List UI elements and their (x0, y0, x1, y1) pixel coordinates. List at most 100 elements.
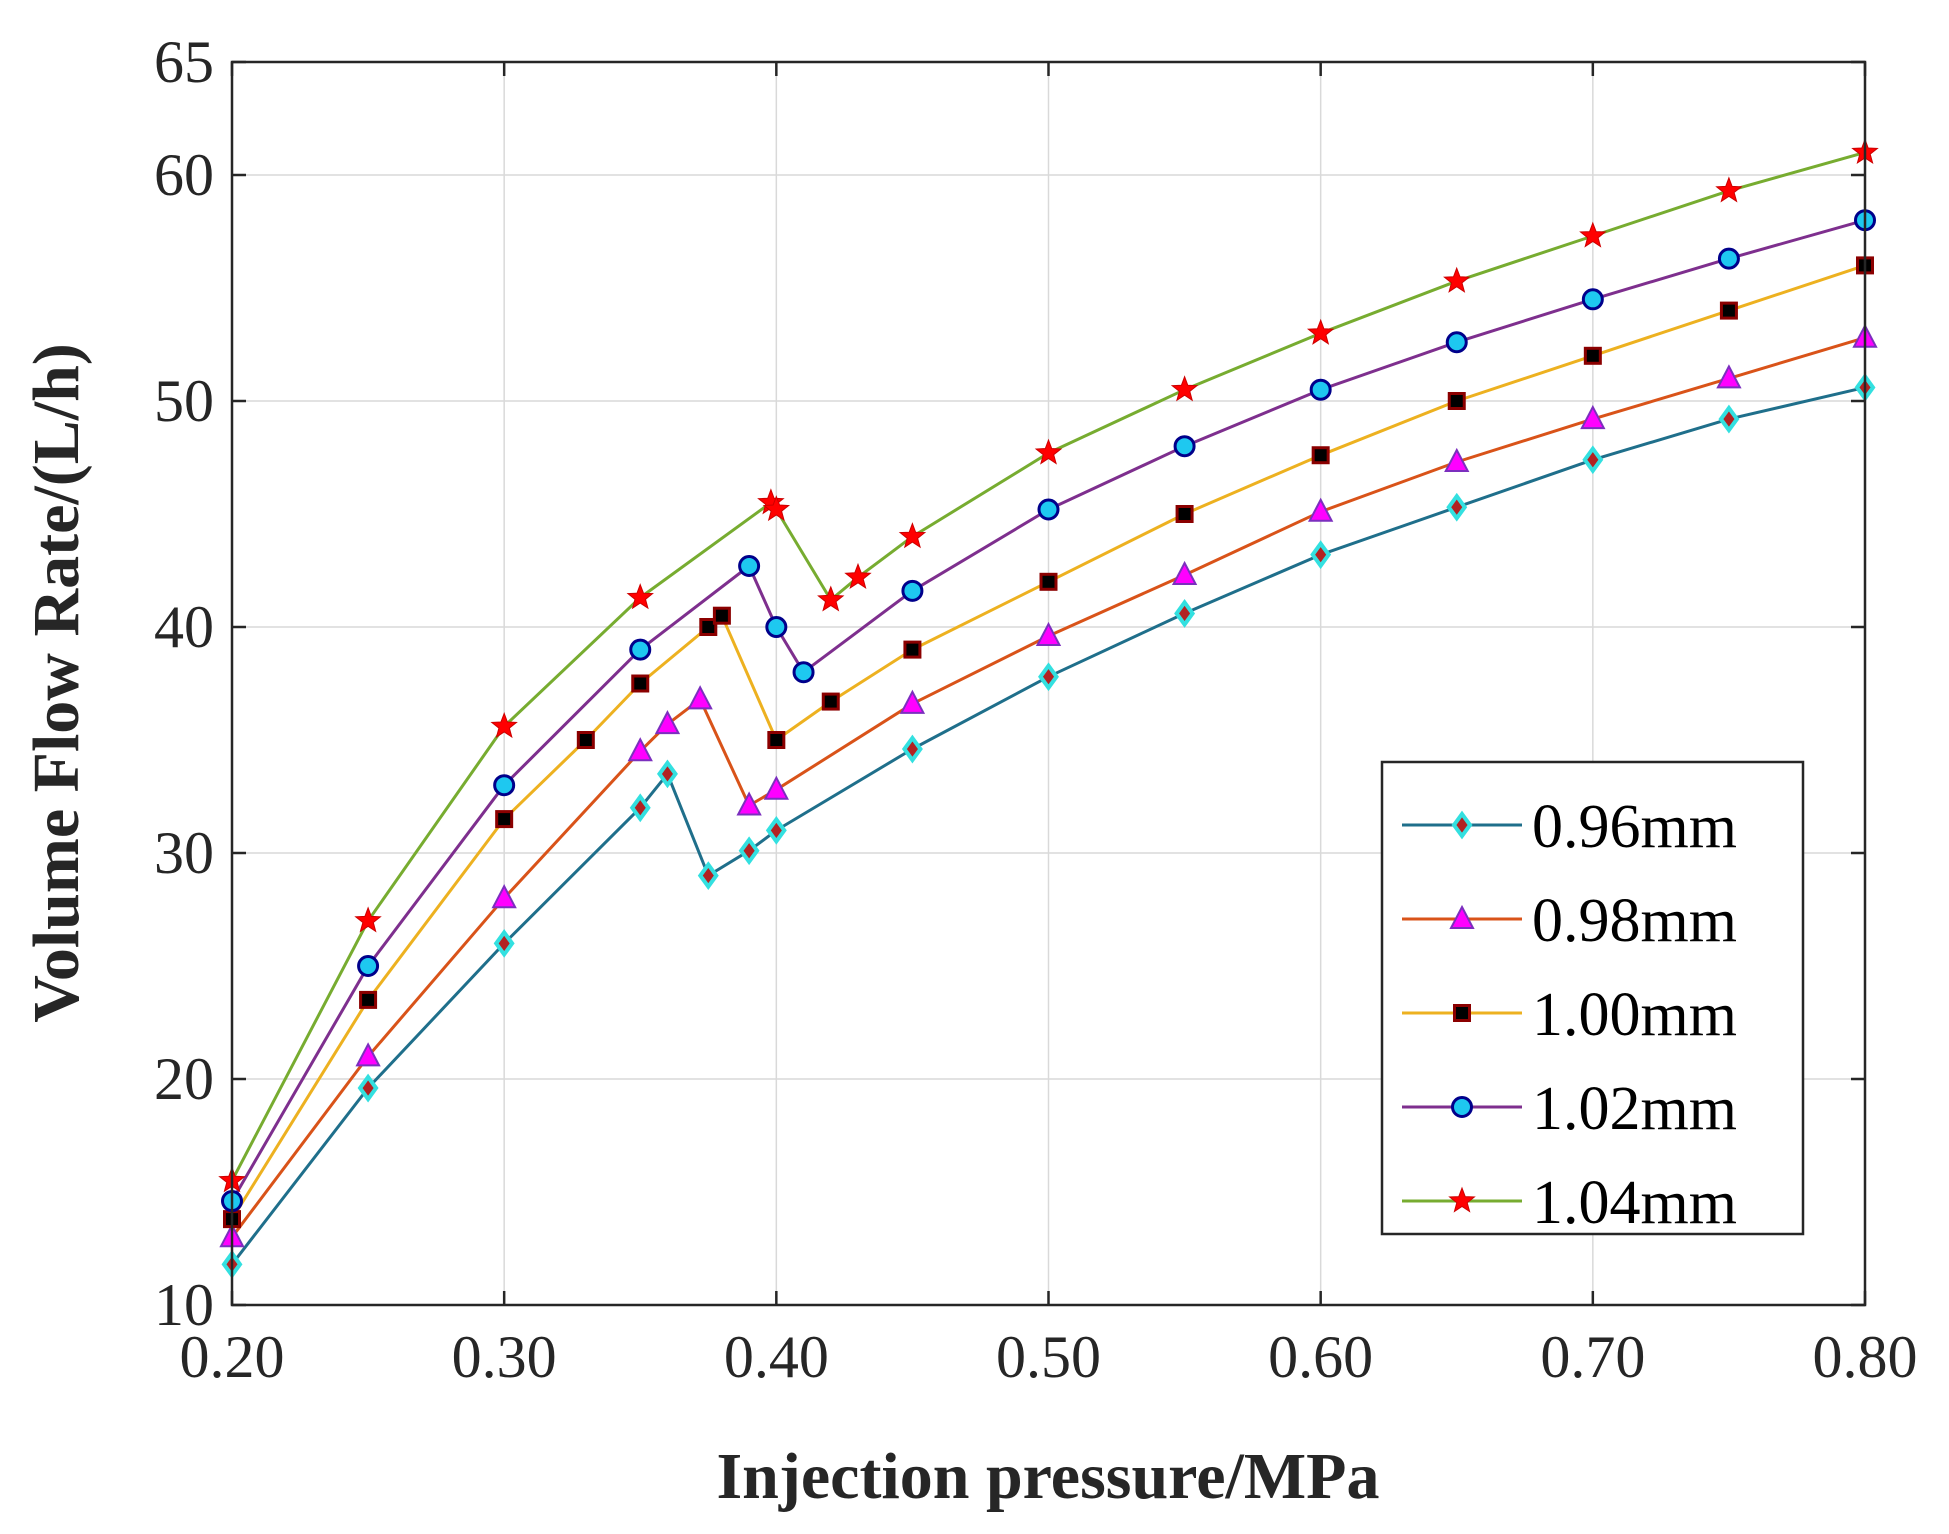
data-point-1.00mm (1583, 346, 1602, 365)
data-point-0.98mm (355, 1042, 381, 1067)
legend-entry-1.04mm: 1.04mm (1402, 1169, 1737, 1237)
data-point-1.02mm (765, 616, 788, 638)
data-point-0.96mm (1582, 445, 1604, 475)
legend-label: 0.98mm (1532, 887, 1737, 955)
y-tick-label: 10 (154, 1272, 214, 1338)
legend-entry-0.98mm: 0.98mm (1402, 887, 1737, 955)
series-layer (218, 137, 1879, 1279)
data-point-1.00mm (576, 731, 595, 749)
data-point-0.96mm (697, 861, 719, 891)
data-point-0.96mm (357, 1073, 379, 1103)
y-tick-label: 40 (154, 594, 214, 660)
data-point-0.98mm (491, 884, 517, 909)
legend-label: 0.96mm (1532, 793, 1737, 861)
y-tick-label: 50 (154, 368, 214, 434)
data-point-0.96mm (901, 734, 923, 764)
data-point-1.04mm (762, 495, 791, 522)
legend-label: 1.00mm (1532, 981, 1737, 1049)
legend-entry-1.00mm: 1.00mm (1402, 981, 1737, 1049)
data-point-1.02mm (738, 554, 761, 577)
y-tick-label: 60 (154, 142, 214, 208)
data-point-1.02mm (357, 955, 380, 977)
legend-box (1380, 760, 1805, 1236)
data-point-1.04mm (1170, 375, 1199, 402)
data-point-0.96mm (1310, 540, 1332, 570)
data-point-1.04mm (1306, 318, 1335, 345)
y-tick-label: 30 (154, 820, 214, 886)
legend: 0.96mm 0.98mm 1.00mm 1.02mm 1.04mm (1380, 760, 1805, 1237)
data-point-0.98mm (1444, 447, 1470, 473)
data-point-1.04mm (1715, 176, 1743, 203)
series-line-0.98mm (230, 336, 1866, 1239)
data-point-0.98mm (1716, 364, 1742, 389)
data-point-0.98mm (1035, 621, 1062, 647)
data-point-1.02mm (629, 638, 652, 661)
data-point-0.98mm (627, 737, 653, 762)
data-point-1.00mm (1719, 301, 1738, 320)
y-tick-label: 20 (154, 1046, 214, 1112)
data-point-1.04mm (490, 711, 518, 739)
data-point-1.04mm (1579, 221, 1607, 248)
series-0.96mm (221, 373, 1876, 1279)
data-point-1.00mm (821, 692, 840, 711)
legend-label: 1.02mm (1532, 1075, 1737, 1143)
data-point-1.02mm (792, 661, 815, 684)
data-point-1.02mm (493, 774, 516, 797)
legend-marker (1451, 1096, 1473, 1118)
x-tick-label: 0.70 (1540, 1324, 1645, 1390)
x-tick-label: 0.40 (724, 1324, 829, 1390)
data-point-1.04mm (844, 562, 872, 589)
x-tick-label: 0.60 (1268, 1324, 1373, 1390)
data-point-1.00mm (359, 990, 378, 1009)
data-point-0.98mm (763, 775, 789, 800)
data-point-0.96mm (738, 836, 760, 866)
data-point-0.96mm (1446, 492, 1468, 522)
data-point-0.98mm (899, 689, 926, 714)
data-point-1.02mm (1309, 378, 1332, 401)
x-tick-label: 0.80 (1813, 1324, 1918, 1390)
data-point-0.98mm (1308, 497, 1334, 522)
legend-marker (1449, 904, 1475, 929)
data-point-1.00mm (712, 606, 731, 625)
data-point-1.02mm (1445, 331, 1468, 354)
legend-marker (1448, 1186, 1476, 1213)
y-tick-label: 65 (154, 29, 214, 95)
data-point-1.02mm (1037, 498, 1060, 521)
data-point-1.00mm (1175, 505, 1194, 523)
legend-marker (1453, 1004, 1471, 1022)
legend-entry-1.02mm: 1.02mm (1402, 1075, 1737, 1143)
data-point-1.00mm (1447, 392, 1466, 410)
data-point-0.98mm (1171, 560, 1198, 586)
data-point-1.04mm (1443, 266, 1471, 293)
data-point-1.00mm (1311, 446, 1330, 465)
data-point-0.96mm (1718, 404, 1740, 434)
ticks: 0.20 0.30 0.40 0.50 0.60 0.70 0.80 10 20 30 40 50 60… (154, 29, 1918, 1390)
data-point-0.96mm (656, 759, 678, 789)
y-axis-title: Volume Flow Rate/(L/h) (20, 343, 93, 1023)
x-tick-label: 0.30 (452, 1324, 557, 1390)
data-point-0.98mm (736, 791, 762, 816)
data-point-1.00mm (495, 810, 514, 829)
data-point-0.96mm (629, 793, 651, 823)
data-point-0.96mm (765, 815, 787, 845)
data-point-1.02mm (1581, 288, 1604, 311)
data-point-1.04mm (817, 585, 845, 612)
data-point-1.04mm (898, 522, 927, 549)
x-axis-title: Injection pressure/MPa (717, 1440, 1380, 1513)
data-point-1.02mm (1173, 435, 1196, 458)
data-point-1.04mm (354, 906, 382, 933)
series-line-1.04mm (230, 150, 1866, 1182)
x-tick-label: 0.20 (180, 1324, 285, 1390)
series-line-0.96mm (230, 385, 1866, 1266)
data-point-1.00mm (631, 674, 650, 693)
data-point-0.96mm (1038, 662, 1059, 692)
data-point-1.02mm (1717, 247, 1740, 270)
legend-marker (1451, 810, 1473, 840)
data-point-1.00mm (699, 618, 718, 636)
legend-entry-0.96mm: 0.96mm (1402, 793, 1737, 861)
x-tick-label: 0.50 (996, 1324, 1101, 1390)
legend-label: 1.04mm (1532, 1169, 1737, 1237)
data-point-0.98mm (687, 685, 713, 710)
data-point-1.00mm (767, 731, 786, 749)
